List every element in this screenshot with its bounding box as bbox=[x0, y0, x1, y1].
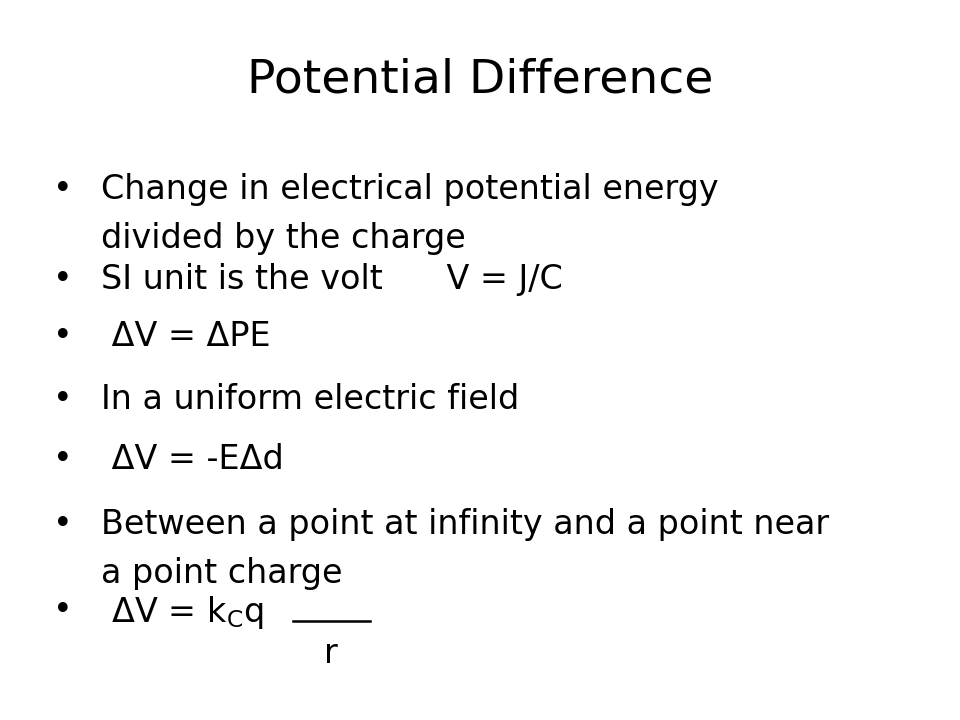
Text: Potential Difference: Potential Difference bbox=[247, 58, 713, 102]
Text: Change in electrical potential energy: Change in electrical potential energy bbox=[101, 173, 718, 206]
Text: $\Delta$V = k$_\mathregular{C}$q: $\Delta$V = k$_\mathregular{C}$q bbox=[101, 594, 263, 631]
Text: a point charge: a point charge bbox=[101, 557, 343, 590]
Text: •: • bbox=[53, 263, 72, 296]
Text: ΔV = ΔPE: ΔV = ΔPE bbox=[101, 320, 271, 354]
Text: divided by the charge: divided by the charge bbox=[101, 222, 466, 255]
Text: In a uniform electric field: In a uniform electric field bbox=[101, 383, 519, 416]
Text: •: • bbox=[53, 443, 72, 476]
Text: •: • bbox=[53, 173, 72, 206]
Text: r: r bbox=[324, 637, 338, 670]
Text: •: • bbox=[53, 320, 72, 354]
Text: •: • bbox=[53, 594, 72, 627]
Text: •: • bbox=[53, 383, 72, 416]
Text: •: • bbox=[53, 508, 72, 541]
Text: SI unit is the volt      V = J/C: SI unit is the volt V = J/C bbox=[101, 263, 563, 296]
Text: ΔV = -EΔd: ΔV = -EΔd bbox=[101, 443, 283, 476]
Text: Between a point at infinity and a point near: Between a point at infinity and a point … bbox=[101, 508, 828, 541]
